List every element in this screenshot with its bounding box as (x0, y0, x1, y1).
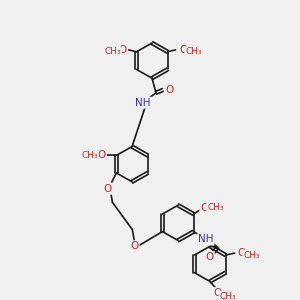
Text: O: O (97, 150, 106, 161)
Text: O: O (179, 45, 188, 55)
Text: O: O (238, 248, 246, 258)
Text: O: O (214, 288, 222, 298)
Text: NH: NH (198, 234, 213, 244)
Text: O: O (130, 241, 139, 251)
Text: CH₃: CH₃ (207, 203, 224, 212)
Text: NH: NH (135, 98, 151, 108)
Text: CH₃: CH₃ (220, 292, 236, 300)
Text: O: O (206, 252, 214, 262)
Text: CH₃: CH₃ (81, 151, 98, 160)
Text: CH₃: CH₃ (104, 47, 121, 56)
Text: O: O (200, 203, 209, 213)
Text: O: O (118, 45, 127, 55)
Text: CH₃: CH₃ (243, 250, 260, 260)
Text: CH₃: CH₃ (185, 47, 202, 56)
Text: O: O (103, 184, 112, 194)
Text: O: O (165, 85, 173, 95)
